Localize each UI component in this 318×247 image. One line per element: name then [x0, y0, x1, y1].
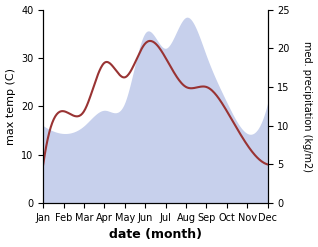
Y-axis label: med. precipitation (kg/m2): med. precipitation (kg/m2) — [302, 41, 313, 172]
X-axis label: date (month): date (month) — [109, 228, 202, 242]
Y-axis label: max temp (C): max temp (C) — [5, 68, 16, 145]
